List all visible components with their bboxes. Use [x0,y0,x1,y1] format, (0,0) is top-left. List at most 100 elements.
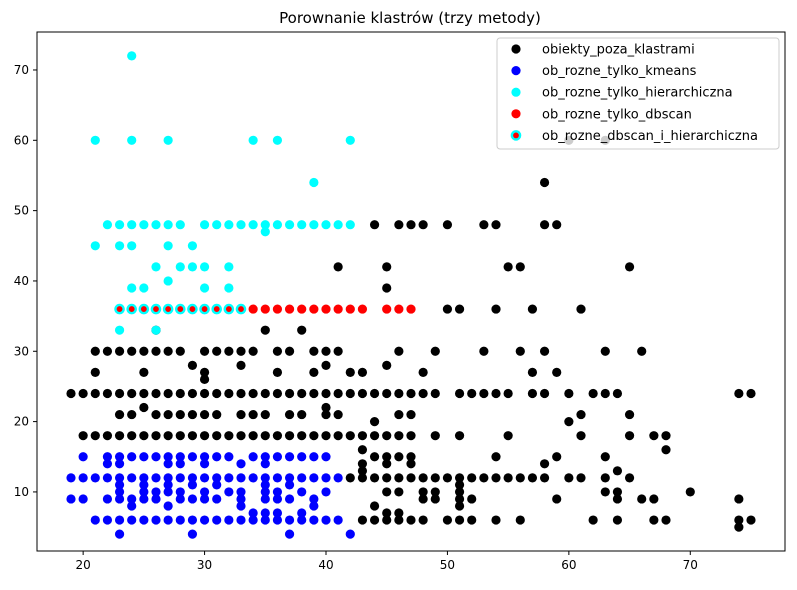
point-1-37 [199,473,210,483]
point-0-77 [491,388,501,399]
point-1-104 [236,515,246,525]
point-0-173 [503,473,513,483]
point-0-20 [479,346,489,356]
point-1-16 [297,452,307,462]
point-0-238 [382,283,392,293]
point-1-14 [272,452,283,462]
point-4-7 [199,303,210,315]
point-0-140 [503,431,513,441]
point-1-90 [272,508,283,518]
point-1-82 [284,494,295,504]
point-1-42 [260,473,270,483]
point-1-68 [66,494,76,504]
point-2-41 [139,283,149,293]
point-0-80 [539,388,550,399]
point-1-52 [187,480,198,490]
point-4-6 [187,303,198,315]
point-0-127 [284,431,295,441]
point-2-28 [260,227,270,237]
point-0-82 [588,388,598,399]
point-2-7 [309,177,319,188]
point-1-94 [114,515,125,525]
point-1-107 [272,515,283,525]
point-0-74 [454,388,465,399]
point-0-136 [394,431,404,441]
point-1-84 [127,501,137,511]
plot-frame [36,31,786,552]
point-0-150 [406,452,416,462]
point-0-35 [272,367,283,377]
point-0-143 [649,431,659,441]
point-0-130 [321,431,331,441]
x-tick-label-1: 30 [197,558,212,572]
point-0-135 [382,431,392,441]
point-1-79 [236,494,246,504]
point-2-22 [284,220,295,230]
point-0-78 [503,388,513,399]
point-1-56 [114,487,125,497]
point-2-10 [127,220,137,230]
point-2-37 [199,262,210,272]
point-1-3 [127,452,137,462]
point-0-51 [163,388,173,399]
series-ob_rozne_tylko_hierarchiczna [90,51,355,335]
point-0-226 [479,220,489,230]
point-0-118 [175,431,185,441]
point-0-109 [564,417,574,427]
point-1-27 [78,473,88,483]
point-0-215 [612,515,623,525]
point-4-8 [211,303,223,315]
legend-label-2: ob_rozne_tylko_hierarchiczna [542,86,733,101]
point-2-12 [151,220,161,230]
point-1-87 [309,501,319,511]
point-2-24 [309,220,319,230]
point-1-103 [224,515,234,525]
point-1-43 [272,473,283,483]
point-0-181 [454,480,465,490]
point-1-109 [297,515,307,525]
point-0-53 [187,388,198,399]
point-3-4 [297,304,307,314]
point-0-16 [321,346,331,356]
legend-label-1: ob_rozne_tylko_kmeans [542,64,697,79]
point-1-1 [102,452,113,462]
point-0-99 [260,409,270,420]
point-0-87 [139,402,149,413]
point-0-7 [175,346,185,356]
point-1-0 [78,452,88,462]
point-0-114 [127,431,137,441]
point-0-62 [297,388,307,399]
point-0-225 [442,220,453,230]
point-0-120 [199,431,210,441]
point-0-165 [406,473,416,483]
point-0-21 [515,346,525,356]
point-0-214 [588,515,598,525]
point-1-113 [114,529,125,539]
point-1-72 [127,494,137,504]
point-0-186 [454,487,465,497]
point-0-200 [454,501,465,511]
point-2-5 [272,135,283,145]
point-0-54 [199,388,210,399]
point-1-61 [199,487,210,497]
point-1-24 [236,459,246,469]
point-0-55 [212,388,222,399]
point-1-4 [139,452,149,462]
point-0-108 [369,417,380,427]
point-0-48 [127,388,137,399]
point-0-60 [272,388,283,399]
point-1-46 [309,473,319,483]
point-0-175 [527,473,538,483]
x-tick-label-2: 40 [318,558,333,572]
point-3-11 [394,304,404,314]
point-0-229 [552,220,562,230]
point-0-88 [321,402,331,413]
point-2-19 [248,220,258,230]
point-0-97 [236,409,246,420]
point-0-212 [491,515,501,525]
y-tick-label-6: 70 [14,63,29,77]
point-1-97 [151,515,161,525]
point-1-112 [333,515,343,525]
point-0-3 [127,346,137,356]
point-0-17 [333,346,343,356]
